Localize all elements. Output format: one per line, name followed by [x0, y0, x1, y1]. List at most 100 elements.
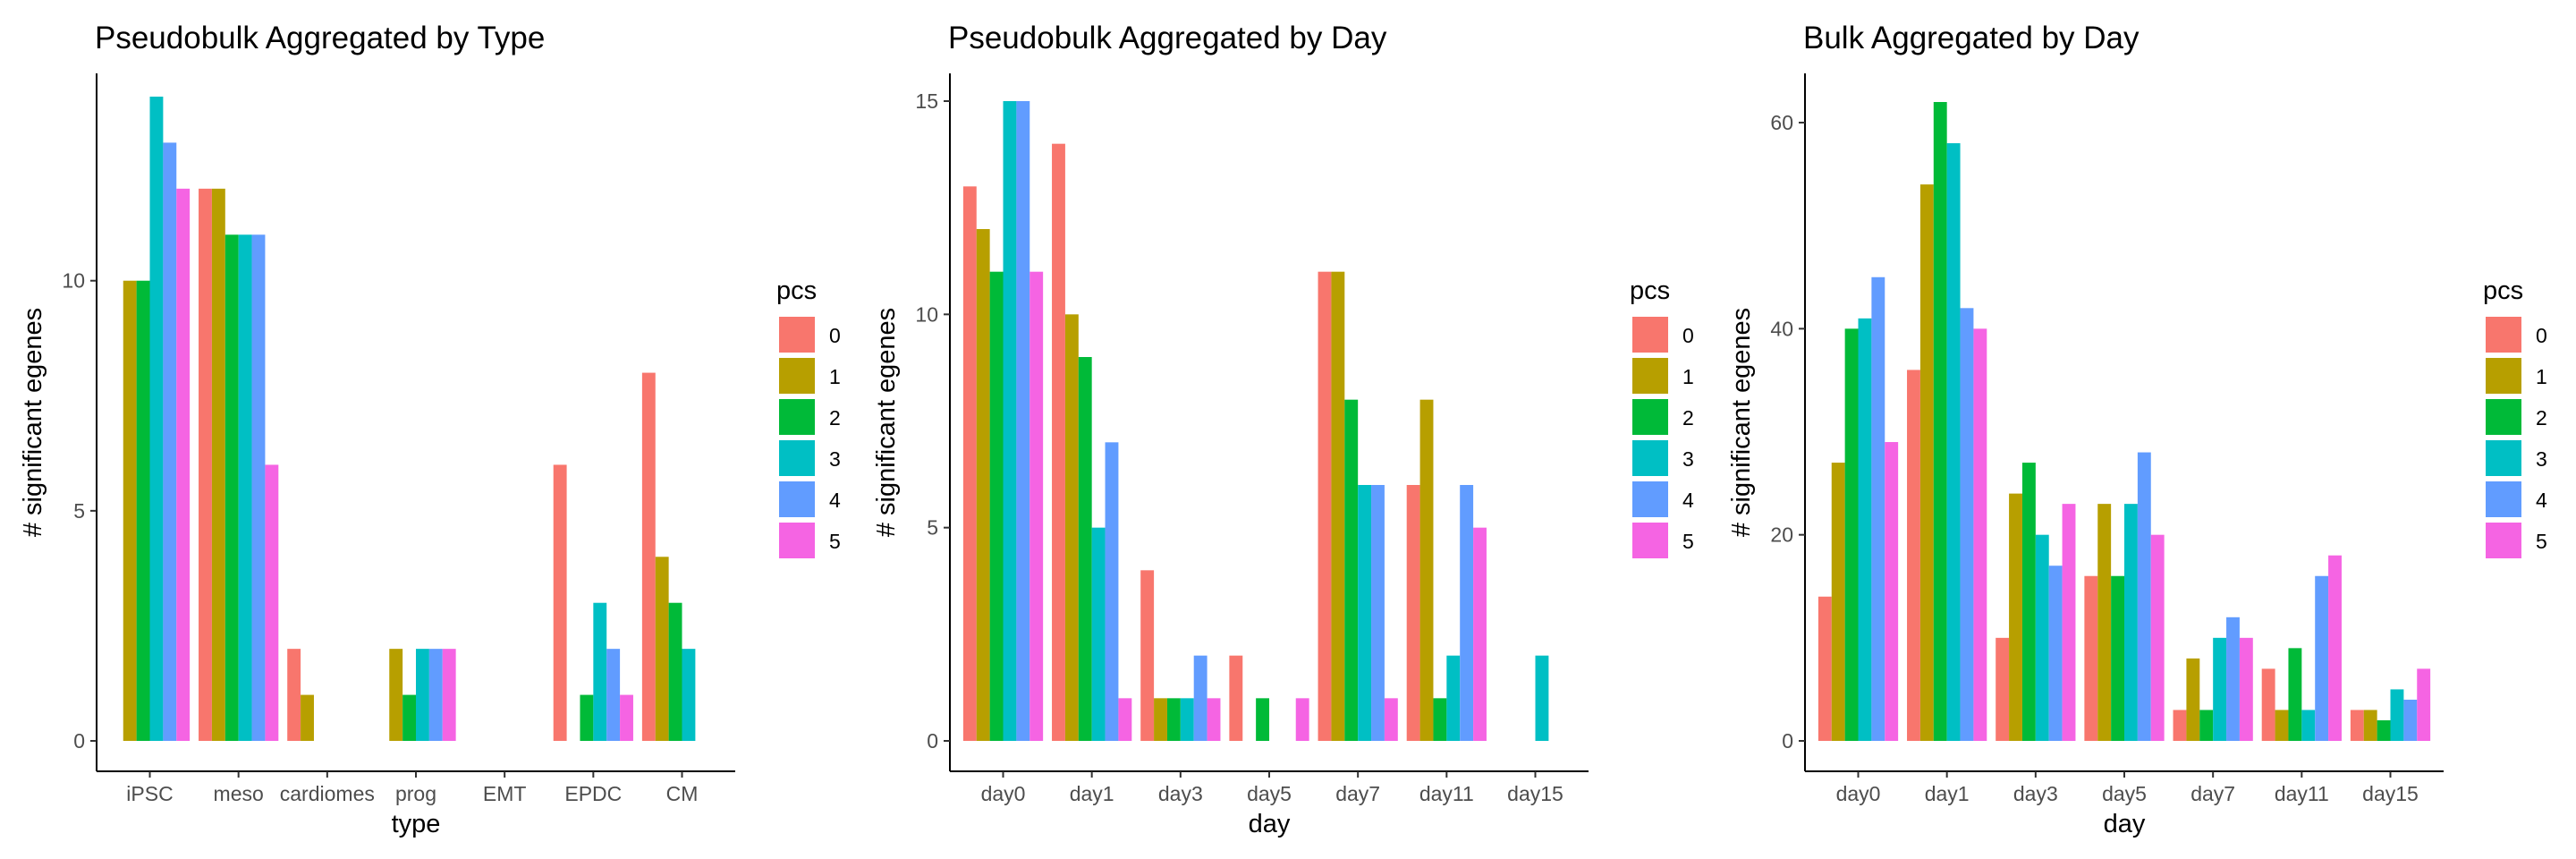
bar	[428, 649, 443, 741]
legend-label: 1	[2536, 365, 2547, 388]
legend-swatch	[1632, 523, 1668, 558]
bar	[2403, 699, 2418, 741]
bar	[1831, 463, 1845, 741]
bar	[2062, 504, 2076, 741]
y-tick-label: 5	[927, 516, 938, 540]
bar	[1052, 143, 1065, 742]
bar	[2035, 534, 2049, 741]
x-tick-label: day11	[2275, 782, 2329, 805]
bar	[1154, 698, 1167, 741]
chart-title: Bulk Aggregated by Day	[1803, 21, 2140, 55]
legend: pcs 0 1 2 3 4 5	[2483, 276, 2547, 558]
legend-label: 3	[829, 447, 841, 471]
legend-label: 3	[2536, 447, 2547, 471]
bar	[1844, 328, 1859, 741]
x-tick-label: day0	[1836, 782, 1881, 805]
x-tick-label: EMT	[483, 782, 527, 805]
bar	[2111, 575, 2125, 741]
legend-label: 3	[1682, 447, 1694, 471]
y-axis-label: # significant egenes	[872, 308, 901, 537]
x-tick-label: day1	[1070, 782, 1114, 805]
bar	[2288, 648, 2302, 741]
legend: pcs 0 1 2 3 4 5	[776, 276, 841, 558]
bar	[123, 280, 137, 742]
bar	[1933, 102, 1947, 741]
legend-label: 0	[829, 324, 841, 347]
x-axis-label: day	[2104, 810, 2146, 838]
bar	[1003, 101, 1017, 741]
x-tick-label: day15	[2362, 782, 2419, 805]
legend-swatch	[779, 358, 815, 394]
bar	[211, 188, 225, 742]
bar	[389, 649, 403, 741]
bar	[2363, 710, 2377, 741]
bar	[136, 280, 150, 742]
bar	[265, 464, 279, 741]
x-tick-label: day5	[1247, 782, 1292, 805]
y-tick-label: 10	[62, 269, 85, 293]
legend-swatch	[2486, 440, 2521, 476]
y-tick-label: 0	[1782, 729, 1793, 753]
bar	[2301, 710, 2316, 741]
x-tick-label: prog	[395, 782, 436, 805]
bar	[2328, 555, 2342, 741]
bar	[2150, 534, 2165, 741]
legend-swatch	[779, 399, 815, 435]
bar	[251, 234, 266, 741]
bar	[1180, 698, 1194, 741]
x-tick-label: day3	[1158, 782, 1203, 805]
legend-label: 2	[829, 406, 841, 430]
bar	[1371, 485, 1385, 741]
bar	[1091, 527, 1106, 741]
legend-label: 0	[2536, 324, 2547, 347]
bar	[1344, 399, 1359, 741]
bar	[1946, 143, 1961, 741]
legend-swatch	[1632, 440, 1668, 476]
bar	[1229, 655, 1243, 741]
bar	[238, 234, 252, 741]
bar	[1256, 698, 1270, 741]
bar	[1118, 698, 1132, 741]
bar	[1140, 570, 1155, 741]
legend-swatch	[2486, 523, 2521, 558]
y-tick-label: 0	[927, 729, 938, 753]
bar	[1064, 314, 1079, 741]
bar	[580, 694, 594, 741]
bar	[1996, 637, 2010, 741]
legend-swatch	[779, 481, 815, 517]
bar	[553, 464, 567, 741]
x-tick-label: CM	[666, 782, 699, 805]
x-axis-label: day	[1249, 810, 1291, 838]
legend-label: 5	[1682, 530, 1694, 553]
bar	[668, 602, 682, 741]
legend-label: 5	[829, 530, 841, 553]
bar	[2377, 719, 2391, 741]
bar	[1016, 101, 1030, 741]
bar	[606, 649, 621, 741]
bar	[287, 649, 301, 741]
bar	[2390, 689, 2404, 741]
bar	[416, 649, 429, 741]
legend-label: 4	[1682, 489, 1694, 512]
y-tick-label: 60	[1770, 111, 1793, 134]
x-tick-label: day7	[2190, 782, 2235, 805]
bar	[2275, 710, 2289, 741]
legend-swatch	[779, 440, 815, 476]
bar	[1973, 328, 1987, 741]
legend-swatch	[1632, 358, 1668, 394]
bar	[989, 271, 1004, 741]
y-tick-label: 0	[73, 729, 85, 753]
legend-title: pcs	[2483, 276, 2523, 305]
bar	[1919, 184, 1934, 741]
bar	[1078, 357, 1092, 741]
bar	[1295, 698, 1309, 741]
y-tick-label: 40	[1770, 317, 1793, 340]
bar	[655, 557, 669, 741]
bar	[1858, 318, 1872, 741]
legend-swatch	[1632, 317, 1668, 353]
bar	[149, 97, 164, 741]
bar	[2417, 668, 2431, 741]
